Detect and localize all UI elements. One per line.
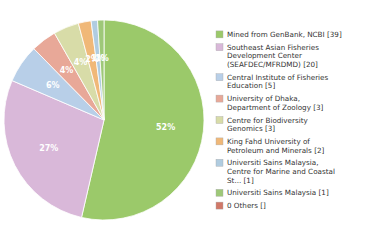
slice — [91, 20, 104, 120]
legend-label: 0 Others [] — [227, 201, 266, 210]
legend-swatch — [216, 44, 223, 51]
legend-label: Southeast Asian FisheriesDevelopment Cen… — [227, 43, 319, 69]
legend-label: University of Dhaka,Department of Zoolog… — [227, 94, 324, 112]
data-label: 27% — [39, 144, 58, 153]
legend-swatch — [216, 95, 223, 102]
legend-swatch — [216, 31, 223, 38]
data-label: 1% — [95, 54, 109, 63]
data-label: 52% — [156, 123, 175, 132]
data-label: 4% — [60, 66, 74, 75]
legend-label: Universiti Sains Malaysia [1] — [227, 188, 329, 197]
legend-label: Central Institute of FisheriesEducation … — [227, 73, 329, 91]
legend-swatch — [216, 159, 223, 166]
data-labels: 52%27%6%4%4%2%1%1% — [39, 54, 175, 153]
slices — [4, 20, 204, 220]
legend-swatch — [216, 138, 223, 145]
chart: 52%27%6%4%4%2%1%1%Mined from GenBank, NC… — [0, 0, 380, 240]
legend-swatch — [216, 189, 223, 196]
slice — [78, 21, 104, 120]
slice — [98, 20, 104, 120]
legend-label: King Fahd University ofPetroleum and Min… — [227, 137, 325, 155]
legend-swatch — [216, 74, 223, 81]
legend-swatch — [216, 117, 223, 124]
legend: Mined from GenBank, NCBI [39] Southeast A… — [216, 30, 342, 210]
legend-label: Mined from GenBank, NCBI [39] — [227, 30, 342, 39]
legend-label: Centre for BiodiversityGenomics [3] — [227, 116, 309, 134]
legend-swatch — [216, 202, 223, 209]
data-label: 6% — [46, 81, 60, 90]
legend-label: Universiti Sains Malaysia,Centre for Mar… — [227, 158, 335, 184]
